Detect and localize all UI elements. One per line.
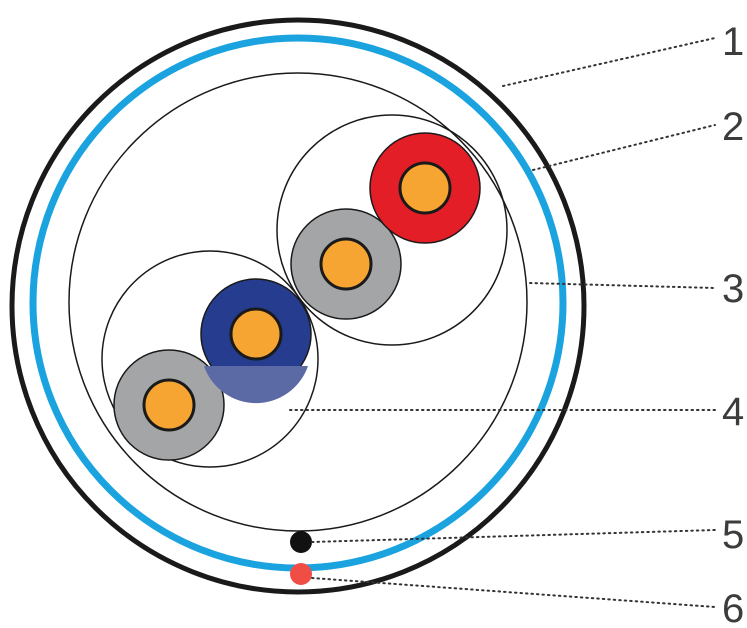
- leader-line-5: [311, 529, 716, 543]
- callout-label-1: 1: [722, 20, 744, 64]
- conductor-grey-lower: [113, 349, 225, 461]
- callout-label-2: 2: [722, 105, 744, 149]
- callout-label-3: 3: [722, 267, 744, 311]
- conductor-red: [369, 132, 481, 244]
- callout-label-4: 4: [722, 390, 744, 434]
- inner-sheath: [68, 72, 528, 532]
- conductor-grey-upper: [290, 208, 402, 320]
- leader-line-6: [311, 577, 716, 608]
- leader-line-1: [502, 37, 716, 87]
- pair-binder-lower: [101, 250, 319, 468]
- conductor-blue: [200, 278, 312, 404]
- leader-line-3: [529, 282, 716, 289]
- black-drain-wire: [290, 531, 312, 553]
- leader-line-2: [532, 124, 716, 171]
- pair-binder-upper: [276, 114, 508, 346]
- callout-label-5: 5: [722, 513, 744, 557]
- red-rip-cord: [290, 563, 312, 585]
- callout-label-6: 6: [722, 587, 744, 628]
